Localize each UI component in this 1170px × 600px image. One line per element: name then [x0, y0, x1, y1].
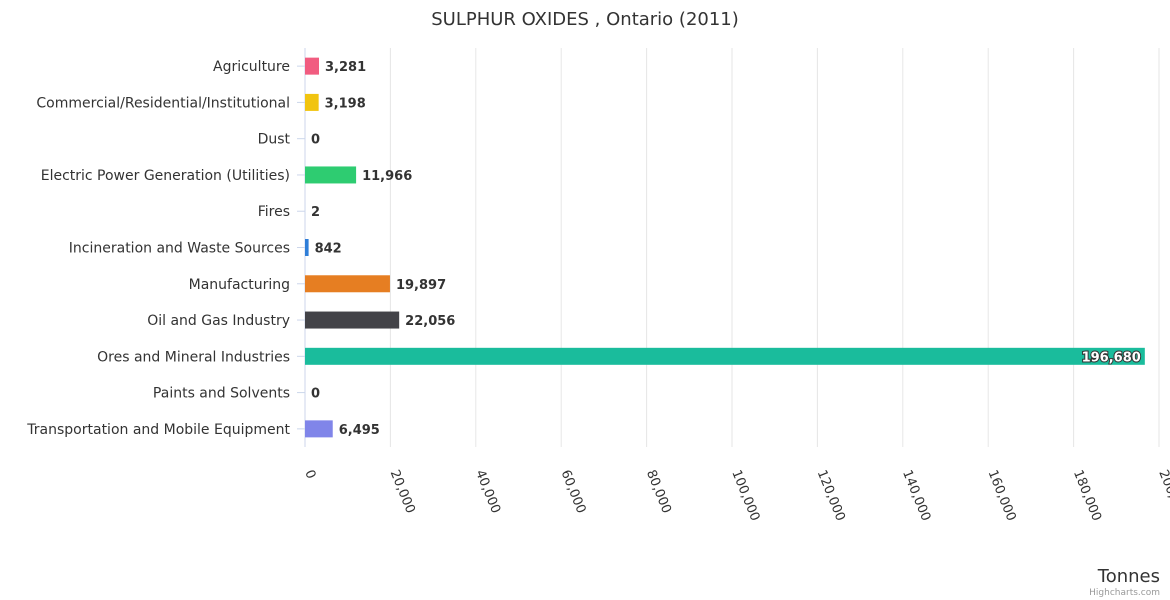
data-label: 3,198 [325, 96, 366, 111]
bars [305, 57, 1145, 438]
data-label: 6,495 [339, 423, 380, 438]
data-label: 0 [311, 387, 320, 402]
category-label: Electric Power Generation (Utilities) [41, 168, 290, 184]
category-label: Oil and Gas Industry [147, 313, 290, 329]
data-label: 3,281 [325, 60, 366, 75]
category-label: Dust [258, 132, 291, 148]
data-label: 842 [315, 242, 342, 257]
category-label: Incineration and Waste Sources [69, 241, 290, 257]
data-label: 0 [311, 133, 320, 148]
bar[interactable] [305, 420, 333, 438]
bar[interactable] [305, 275, 390, 293]
data-label: 22,056 [405, 314, 455, 329]
value-axis-title: Tonnes [1097, 566, 1160, 587]
category-labels: Agriculture Commercial/Residential/Instit… [26, 59, 290, 438]
data-label: 196,680 [1082, 350, 1141, 365]
data-label: 11,966 [362, 169, 412, 184]
category-label: Paints and Solvents [153, 386, 290, 402]
data-label: 2 [311, 205, 320, 220]
credits-link[interactable]: Highcharts.com [1089, 588, 1160, 598]
category-label: Transportation and Mobile Equipment [26, 422, 290, 438]
bar[interactable] [305, 166, 357, 184]
data-labels: 3,281 3,198 0 11,966 2 842 19,897 22,056 196,680… [311, 60, 1142, 438]
bar[interactable] [305, 93, 319, 111]
category-label: Commercial/Residential/Institutional [36, 95, 290, 111]
category-label: Agriculture [213, 59, 290, 75]
category-label: Manufacturing [189, 277, 290, 293]
data-label: 19,897 [396, 278, 446, 293]
bar[interactable] [305, 57, 320, 75]
bar[interactable] [305, 347, 1145, 365]
bar[interactable] [305, 239, 309, 256]
category-label: Ores and Mineral Industries [97, 349, 290, 365]
category-label: Fires [258, 204, 290, 220]
bar[interactable] [305, 311, 400, 329]
chart-title: SULPHUR OXIDES , Ontario (2011) [431, 9, 739, 30]
